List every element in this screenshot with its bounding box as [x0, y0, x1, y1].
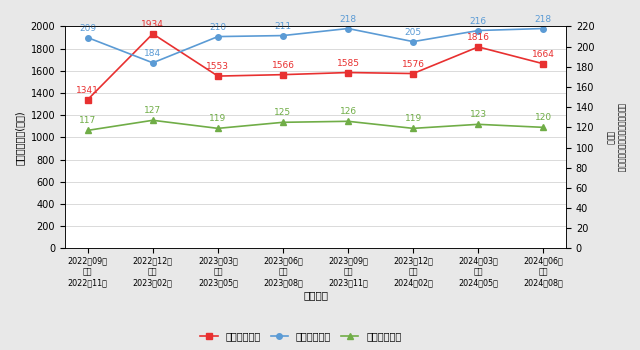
- 平均成約価格: [279, 72, 287, 77]
- 平均建物面積: [84, 128, 92, 133]
- 平均土地面積: [474, 28, 482, 33]
- Text: 184: 184: [144, 49, 161, 58]
- 平均土地面積: [540, 26, 547, 30]
- Text: 218: 218: [339, 15, 356, 23]
- 平均建物面積: [410, 126, 417, 131]
- 平均土地面積: [84, 35, 92, 40]
- Text: 1934: 1934: [141, 20, 164, 29]
- Text: 211: 211: [275, 22, 292, 31]
- 平均土地面積: [344, 26, 352, 30]
- 平均成約価格: [149, 32, 157, 36]
- Legend: 平均成約価格, 平均土地面積, 平均建物面積: 平均成約価格, 平均土地面積, 平均建物面積: [196, 327, 405, 345]
- Text: 1664: 1664: [532, 50, 555, 59]
- Line: 平均建物面積: 平均建物面積: [85, 118, 546, 133]
- Text: 119: 119: [404, 114, 422, 124]
- Text: 125: 125: [275, 108, 292, 117]
- Text: 209: 209: [79, 24, 96, 33]
- Text: 205: 205: [404, 28, 422, 37]
- 平均建物面積: [279, 120, 287, 124]
- 平均土地面積: [410, 40, 417, 44]
- Text: 120: 120: [535, 113, 552, 122]
- Text: 1566: 1566: [271, 61, 294, 70]
- Text: 127: 127: [144, 106, 161, 116]
- 平均成約価格: [410, 71, 417, 76]
- Text: 1553: 1553: [206, 62, 229, 71]
- 平均建物面積: [540, 125, 547, 130]
- 平均成約価格: [540, 62, 547, 66]
- 平均成約価格: [84, 98, 92, 102]
- Y-axis label: 平均成約価格(万円): 平均成約価格(万円): [15, 110, 25, 165]
- 平均成約価格: [344, 70, 352, 75]
- Text: 117: 117: [79, 117, 96, 125]
- 平均成約価格: [474, 45, 482, 49]
- Text: 1585: 1585: [337, 58, 360, 68]
- Y-axis label: 平均土地面積（㎡）平均建物面積
（㎡）: 平均土地面積（㎡）平均建物面積 （㎡）: [605, 103, 625, 172]
- Text: 126: 126: [339, 107, 356, 116]
- 平均土地面積: [149, 61, 157, 65]
- Text: 119: 119: [209, 114, 227, 124]
- Line: 平均成約価格: 平均成約価格: [85, 31, 546, 103]
- X-axis label: 成約年月: 成約年月: [303, 290, 328, 300]
- Text: 216: 216: [470, 16, 487, 26]
- 平均建物面積: [214, 126, 221, 131]
- Text: 1341: 1341: [76, 86, 99, 94]
- Text: 123: 123: [470, 110, 487, 119]
- Text: 210: 210: [209, 23, 227, 32]
- 平均成約価格: [214, 74, 221, 78]
- Text: 218: 218: [535, 15, 552, 23]
- 平均土地面積: [279, 34, 287, 38]
- 平均建物面積: [149, 118, 157, 122]
- Text: 1816: 1816: [467, 33, 490, 42]
- Text: 1576: 1576: [402, 60, 425, 69]
- 平均土地面積: [214, 35, 221, 39]
- 平均建物面積: [474, 122, 482, 126]
- 平均建物面積: [344, 119, 352, 124]
- Line: 平均土地面積: 平均土地面積: [85, 26, 546, 65]
